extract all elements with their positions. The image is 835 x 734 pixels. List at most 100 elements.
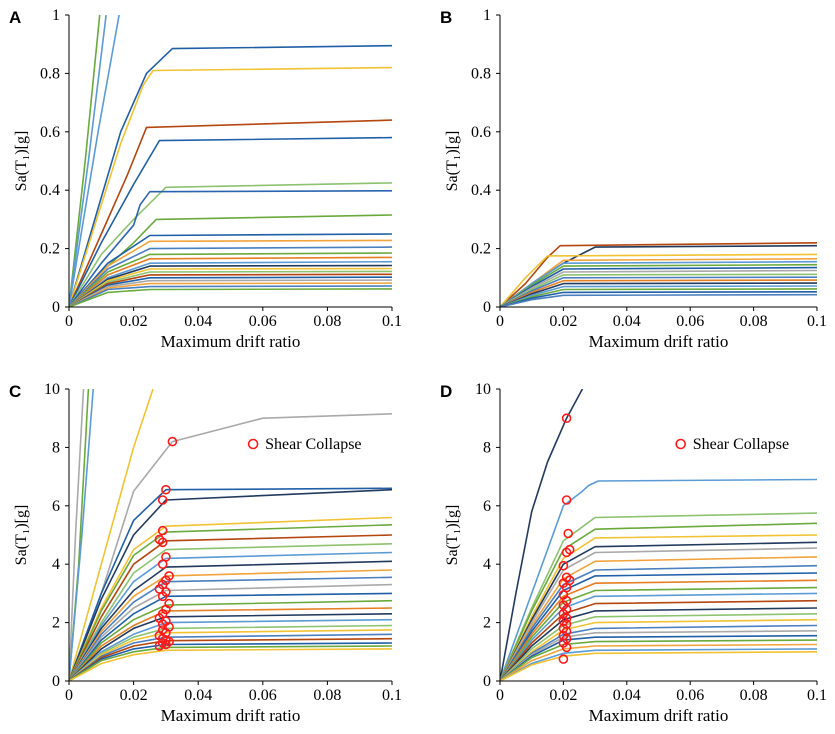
collapse-marker (558, 654, 569, 664)
series-group (500, 389, 817, 681)
series-line-25 (69, 288, 392, 307)
series-line-8 (69, 516, 392, 681)
series-line-16 (69, 583, 392, 681)
series-line-24 (69, 285, 392, 307)
x-tick-label: 0.02 (120, 313, 148, 330)
legend-marker (675, 438, 686, 450)
collapse-marker (558, 560, 569, 571)
series-line-14 (69, 252, 392, 307)
x-tick-label: 0.06 (676, 313, 704, 330)
series-line-12 (69, 551, 392, 681)
y-tick-label: 0.6 (471, 124, 491, 141)
x-tick-label: 0.08 (313, 687, 341, 704)
series-line-13 (69, 560, 392, 681)
panel-label: D (440, 382, 452, 401)
collapse-marker (157, 495, 168, 505)
series-line-4 (69, 136, 392, 307)
series-group (69, 15, 392, 307)
x-tick-label: 0 (65, 687, 73, 704)
panel-b: B 0 0.2 0.4 0.6 0.8 1 0 0.02 0.04 0.06 0.08 0.1 Maxim… (440, 7, 827, 351)
panel-label: C (9, 382, 21, 401)
x-tick-label: 0.04 (613, 687, 641, 704)
y-tick-label: 1 (483, 7, 491, 24)
x-tick-label: 0 (65, 313, 73, 330)
collapse-marker (561, 495, 572, 505)
series-line-1 (500, 242, 817, 307)
x-tick-label: 0.04 (184, 313, 212, 330)
collapse-marker (157, 537, 168, 548)
y-tick-label: 0.4 (471, 182, 491, 199)
x-tick-label: 0.06 (676, 687, 704, 704)
y-tick-label: 8 (483, 439, 491, 456)
y-tick-label: 6 (52, 498, 60, 515)
series-line-4 (69, 389, 154, 681)
series-line-24 (500, 651, 817, 681)
y-tick-label: 0.8 (40, 65, 60, 82)
series-line-24 (69, 633, 392, 681)
y-tick-label: 10 (44, 381, 60, 398)
x-tick-label: 0 (496, 687, 504, 704)
x-tick-label: 0.08 (740, 687, 768, 704)
x-tick-label: 0 (496, 313, 504, 330)
series-line-25 (69, 637, 392, 681)
series-line-2 (500, 478, 817, 681)
series-line-6 (500, 541, 817, 681)
series-line-6 (69, 487, 392, 681)
series-line-14 (500, 599, 817, 681)
series-line-23 (500, 648, 817, 681)
collapse-marker (157, 591, 168, 602)
y-tick-label: 0 (52, 299, 60, 316)
series-line-20 (69, 613, 392, 681)
legend-label: Shear Collapse (693, 436, 789, 453)
collapse-markers (558, 413, 575, 664)
series-line-27 (69, 645, 392, 681)
y-tick-label: 6 (483, 498, 491, 515)
y-tick-label: 0.2 (40, 241, 60, 258)
collapse-marker (161, 484, 171, 495)
x-tick-label: 0.08 (313, 313, 341, 330)
series-line-3 (69, 389, 94, 681)
series-line-19 (500, 630, 817, 681)
panel-label: A (9, 8, 21, 27)
series-line-1 (69, 44, 392, 307)
y-axis-title: Sa(T₁)[g] (444, 131, 461, 192)
x-axis-title: Maximum drift ratio (161, 706, 301, 725)
y-tick-label: 0 (52, 673, 60, 690)
series-line-11 (500, 579, 817, 681)
series-line-9 (69, 524, 392, 681)
x-tick-label: 0.02 (549, 687, 577, 704)
y-axis-title: Sa(T₁)[g] (13, 505, 30, 566)
x-tick-label: 0.08 (740, 313, 768, 330)
x-tick-label: 0.1 (807, 313, 827, 330)
legend-label: Shear Collapse (265, 436, 361, 453)
collapse-marker (167, 436, 178, 447)
y-tick-label: 2 (483, 615, 491, 632)
series-group (500, 242, 817, 307)
series-line-9 (69, 15, 107, 307)
series-line-14 (69, 569, 392, 681)
series-line-2 (69, 66, 392, 307)
y-tick-label: 4 (52, 556, 60, 573)
series-line-12 (69, 239, 392, 307)
y-tick-label: 0.4 (40, 182, 60, 199)
collapse-marker (161, 639, 171, 650)
series-line-1 (69, 389, 85, 681)
legend-marker (247, 438, 259, 450)
series-line-10 (69, 15, 120, 307)
y-tick-label: 2 (52, 615, 60, 632)
series-line-6 (69, 190, 392, 307)
y-tick-label: 8 (52, 439, 60, 456)
series-line-1 (500, 389, 584, 681)
x-tick-label: 0.02 (549, 313, 577, 330)
series-line-10 (69, 534, 392, 681)
collapse-marker (157, 525, 168, 536)
collapse-marker (561, 413, 572, 424)
series-line-17 (69, 592, 392, 681)
x-axis-title: Maximum drift ratio (589, 332, 729, 351)
y-tick-label: 4 (483, 556, 491, 573)
series-line-11 (69, 543, 392, 681)
series-line-3 (69, 119, 392, 307)
x-tick-label: 0.1 (382, 687, 402, 704)
x-tick-label: 0.04 (613, 313, 641, 330)
